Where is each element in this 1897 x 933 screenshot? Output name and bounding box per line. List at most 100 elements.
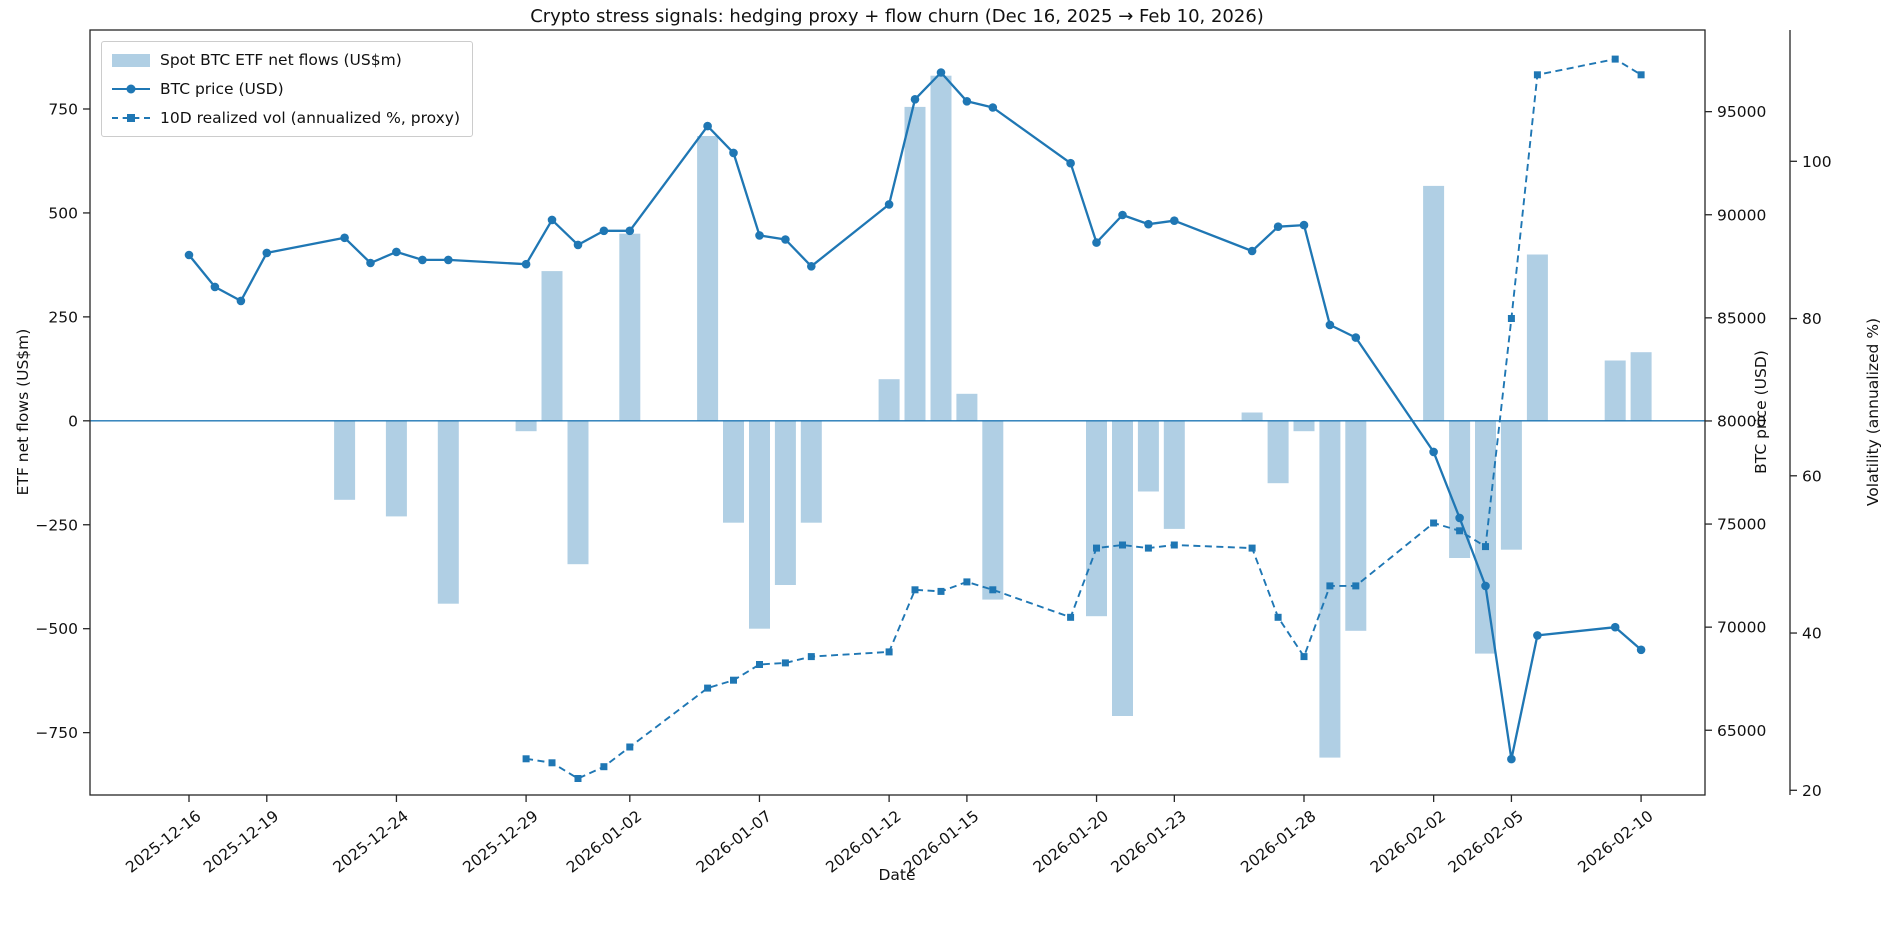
y-axis-flows: 750 500 250 0 −250 −500 −750 [35, 100, 90, 742]
flow-bar [930, 75, 952, 421]
tick-label: 20 [1802, 782, 1822, 800]
price-marker [807, 262, 816, 271]
flow-bar [567, 420, 589, 565]
price-marker [418, 255, 427, 265]
tick-label: 65000 [1717, 722, 1766, 740]
vol-marker [911, 586, 919, 594]
price-marker [1170, 216, 1179, 225]
y-axis-vol: 100 80 60 40 20 [1790, 153, 1832, 800]
vol-marker [1507, 315, 1515, 322]
y-axis-label-volatility: Volatility (annualized %) [1864, 317, 1882, 507]
vol-marker [937, 587, 945, 595]
flow-bar [1345, 420, 1367, 631]
tick-label: 90000 [1717, 206, 1766, 224]
tick-label: −750 [35, 724, 78, 742]
legend-bar-swatch-icon [112, 53, 150, 67]
vol-marker [574, 775, 582, 782]
tick-label: 750 [48, 100, 78, 118]
chart-title: Crypto stress signals: hedging proxy + f… [530, 6, 1264, 27]
tick-label: 2026-02-02 [1367, 807, 1449, 877]
tick-label: 70000 [1717, 619, 1766, 637]
price-marker [340, 233, 349, 243]
vol-marker [1430, 519, 1438, 527]
tick-label: −250 [35, 516, 78, 534]
flow-bar [1423, 185, 1445, 421]
tick-label: 2025-12-16 [122, 807, 204, 877]
price-marker [936, 68, 946, 77]
legend: Spot BTC ETF net flows (US$m) BTC price … [101, 41, 474, 137]
vol-marker [989, 586, 997, 594]
vol-marker [1611, 55, 1619, 63]
flow-bar [904, 106, 926, 421]
tick-label: 2026-01-07 [693, 807, 775, 877]
price-marker [729, 148, 738, 158]
flow-bar [697, 136, 719, 421]
price-marker [444, 255, 453, 265]
tick-label: 0 [68, 412, 78, 430]
flow-bar [982, 420, 1004, 600]
x-axis-label: Date [878, 866, 916, 884]
legend-item-price: BTC price (USD) [112, 78, 460, 100]
vol-marker [963, 578, 971, 586]
vol-marker [1067, 613, 1075, 621]
price-marker [781, 235, 790, 244]
flow-bar [437, 420, 459, 604]
vol-line [525, 58, 1642, 780]
price-marker [547, 215, 557, 225]
price-marker [1533, 631, 1542, 640]
price-marker [1455, 513, 1464, 523]
flow-bar [1267, 420, 1289, 484]
tick-label: 250 [48, 308, 78, 326]
price-marker [1247, 246, 1257, 256]
legend-line-swatch-icon [112, 84, 150, 94]
tick-label: 2026-02-05 [1445, 807, 1527, 877]
price-marker [703, 121, 712, 131]
vol-marker [1482, 543, 1489, 551]
tick-label: 2026-01-28 [1237, 807, 1319, 877]
flow-bar [1475, 420, 1496, 654]
vol-marker [756, 661, 763, 668]
vol-marker [522, 755, 530, 763]
flow-bar [1526, 254, 1548, 421]
flow-bar [956, 393, 978, 421]
flow-bar [619, 233, 641, 421]
plot-border [89, 29, 1706, 796]
legend-label: Spot BTC ETF net flows (US$m) [160, 51, 402, 69]
price-marker [988, 103, 998, 112]
vol-marker [1300, 653, 1308, 661]
legend-label: BTC price (USD) [160, 80, 284, 98]
vol-marker [1326, 582, 1334, 590]
price-marker [1273, 222, 1283, 231]
tick-label: 2025-12-19 [200, 807, 282, 877]
legend-item-vol: 10D realized vol (annualized %, proxy) [112, 107, 460, 129]
vol-marker [626, 743, 634, 751]
tick-label: 95000 [1717, 103, 1766, 121]
y-axis-label-flows: ETF net flows (US$m) [14, 328, 32, 496]
price-marker [884, 200, 894, 209]
tick-label: 80 [1802, 310, 1822, 328]
tick-label: 100 [1802, 153, 1832, 171]
tick-label: 40 [1802, 625, 1822, 643]
vol-marker [1274, 613, 1282, 621]
legend-dashed-swatch-icon [112, 113, 150, 122]
vol-marker [1637, 71, 1645, 79]
price-marker [1118, 210, 1127, 220]
price-marker [1299, 220, 1309, 230]
vol-marker [548, 759, 556, 767]
price-marker [262, 248, 272, 258]
price-marker [1636, 645, 1646, 655]
vol-marker [1533, 71, 1541, 79]
flow-bar [878, 379, 900, 421]
flow-bar [1500, 420, 1522, 550]
flow-bar [334, 420, 356, 500]
tick-label: −500 [35, 620, 78, 638]
vol-marker [1248, 544, 1256, 552]
flow-bar [800, 420, 822, 523]
tick-label: 2026-01-02 [563, 807, 645, 877]
price-marker [1325, 320, 1335, 330]
flow-bar [1449, 420, 1471, 558]
flow-bar [1241, 412, 1263, 421]
price-marker [755, 231, 764, 240]
